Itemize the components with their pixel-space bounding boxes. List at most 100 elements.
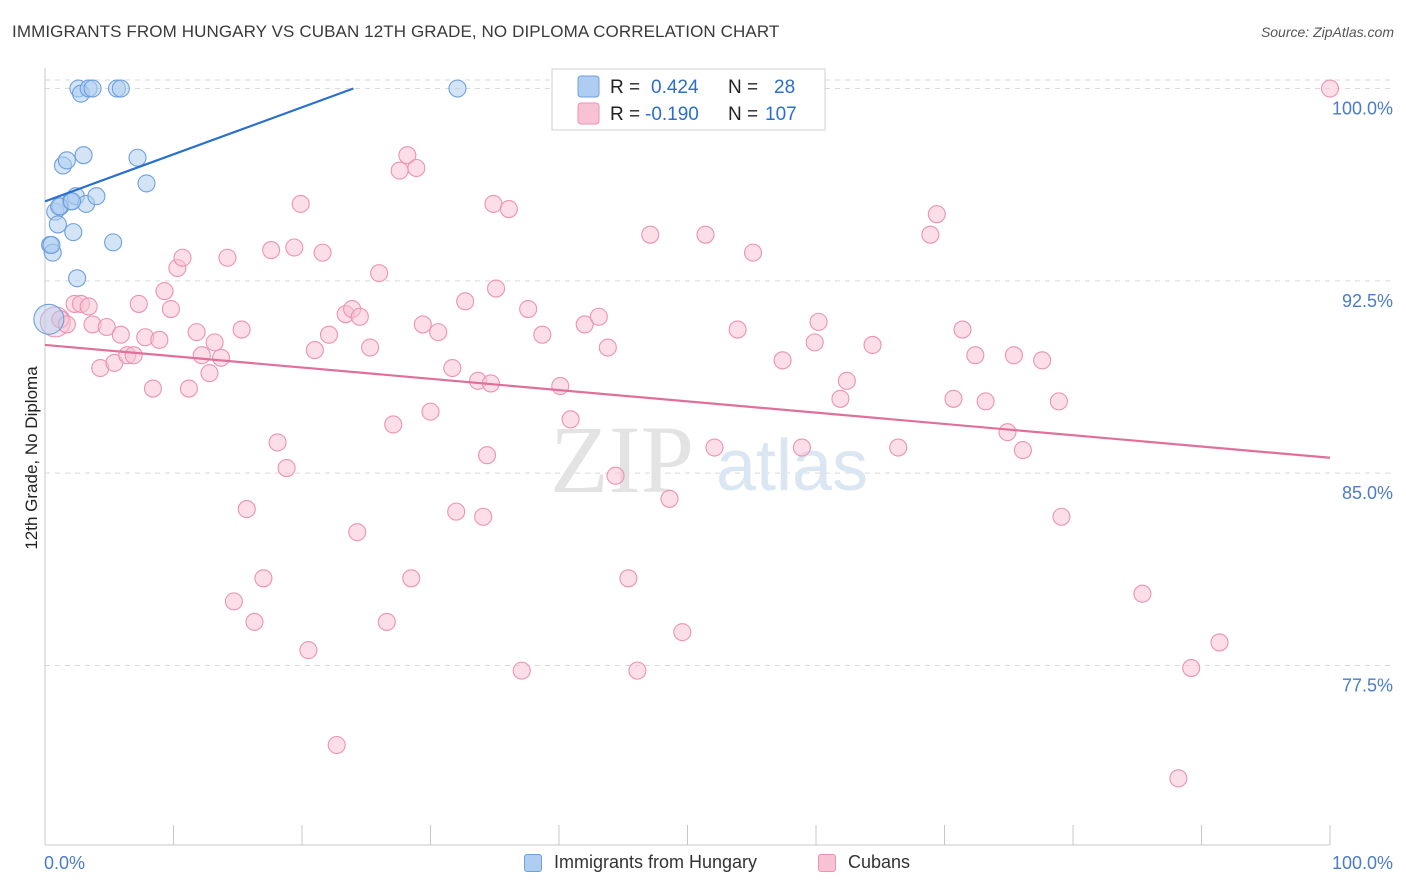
data-point-cubans: [447, 502, 466, 521]
data-point-cubans: [660, 489, 679, 508]
data-point-cubans: [111, 325, 130, 344]
data-point-cubans: [200, 364, 219, 383]
data-point-cubans: [728, 320, 747, 339]
data-point-cubans: [606, 466, 625, 485]
legend-swatch-cubans: [577, 102, 600, 125]
data-point-cubans: [350, 307, 369, 326]
data-point-cubans: [486, 279, 506, 298]
data-point-cubans: [673, 623, 692, 642]
legend-n-label-2: N =: [728, 104, 758, 125]
data-point-cubans: [1210, 633, 1229, 652]
data-point-hungary: [104, 233, 123, 252]
data-point-cubans: [370, 264, 389, 283]
correlation-legend: R = 0.424 N = 28 R = -0.190 N = 107: [551, 68, 826, 131]
y-tick-label: 92.5%: [1342, 291, 1393, 311]
data-point-cubans: [1013, 441, 1032, 460]
data-point-cubans: [237, 500, 256, 519]
data-point-cubans: [443, 358, 462, 378]
data-point-cubans: [1004, 346, 1023, 365]
data-point-cubans: [299, 641, 318, 660]
data-point-cubans: [921, 225, 940, 244]
bottom-legend-label-cubans: Cubans: [848, 852, 911, 872]
data-point-hungary: [128, 148, 147, 167]
data-point-cubans: [429, 323, 448, 342]
data-point-cubans: [944, 389, 963, 408]
watermark-atlas: atlas: [716, 426, 868, 506]
data-point-hungary: [137, 174, 156, 193]
data-point-cubans: [313, 243, 332, 262]
legend-r-value-2: -0.190: [645, 104, 699, 125]
data-point-cubans: [57, 315, 76, 334]
data-point-cubans: [575, 315, 594, 334]
data-point-cubans: [143, 379, 162, 398]
data-point-cubans: [254, 569, 273, 588]
data-point-cubans: [173, 248, 192, 267]
data-point-hungary: [48, 215, 67, 234]
bottom-legend-swatch-cubans: [818, 853, 836, 872]
data-point-cubans: [129, 294, 148, 313]
data-point-cubans: [743, 243, 763, 262]
data-point-cubans: [192, 346, 211, 365]
legend-n-value-1: 28: [774, 77, 795, 98]
chart-title: IMMIGRANTS FROM HUNGARY VS CUBAN 12TH GR…: [12, 22, 780, 41]
data-point-cubans: [161, 299, 180, 319]
data-point-cubans: [268, 433, 287, 452]
data-point-cubans: [245, 612, 264, 631]
data-point-cubans: [348, 523, 367, 542]
data-point-cubans: [97, 317, 116, 337]
data-point-cubans: [792, 438, 811, 457]
data-point-cubans: [155, 282, 174, 301]
data-point-cubans: [619, 569, 638, 588]
data-point-cubans: [211, 348, 231, 367]
legend-n-value-2: 107: [765, 104, 797, 125]
data-point-cubans: [407, 158, 426, 178]
data-point-cubans: [402, 569, 421, 588]
data-point-cubans: [150, 330, 169, 349]
bottom-legend: Immigrants from Hungary Cubans: [0, 852, 1406, 878]
data-point-cubans: [809, 312, 828, 331]
legend-n-label-1: N =: [728, 77, 758, 98]
data-point-hungary: [111, 79, 130, 98]
data-point-cubans: [421, 402, 440, 421]
data-point-cubans: [291, 194, 310, 213]
x-tick-label: 0.0%: [44, 853, 85, 873]
data-point-cubans: [773, 351, 792, 370]
series-cubans: [39, 79, 1340, 788]
data-point-cubans: [390, 161, 409, 180]
legend-r-value-1: 0.424: [651, 77, 699, 98]
data-point-hungary: [83, 79, 102, 98]
data-point-cubans: [998, 423, 1017, 442]
data-point-cubans: [484, 194, 503, 213]
axes: [44, 68, 1331, 846]
trend-line-hungary: [44, 87, 354, 203]
data-point-cubans: [413, 315, 432, 334]
source-label: Source: ZipAtlas.com: [1260, 24, 1394, 40]
data-point-cubans: [927, 205, 946, 224]
data-point-hungary: [68, 269, 87, 288]
data-point-cubans: [398, 146, 417, 165]
trend-lines: [44, 87, 1331, 459]
data-point-cubans: [124, 346, 143, 365]
data-point-cubans: [1320, 79, 1340, 98]
data-point-hungary: [33, 303, 65, 335]
data-point-cubans: [187, 323, 206, 342]
bottom-legend-cubans: Cubans: [818, 852, 910, 873]
data-point-hungary: [42, 235, 61, 254]
data-point-hungary: [62, 192, 82, 211]
data-point-cubans: [474, 507, 493, 526]
x-tick-label: 100.0%: [1332, 853, 1393, 873]
data-point-cubans: [205, 333, 224, 352]
data-point-cubans: [277, 458, 296, 478]
data-point-cubans: [551, 376, 570, 396]
bottom-legend-hungary: Immigrants from Hungary: [524, 852, 757, 873]
bottom-legend-swatch-hungary: [524, 853, 542, 872]
data-point-hungary: [448, 79, 467, 98]
bottom-legend-label-hungary: Immigrants from Hungary: [554, 852, 758, 872]
trend-line-cubans: [44, 343, 1331, 459]
data-point-cubans: [696, 225, 715, 244]
y-tick-label: 85.0%: [1342, 483, 1393, 503]
data-point-cubans: [232, 320, 251, 339]
legend-r-label-2: R =: [610, 104, 640, 125]
data-point-cubans: [641, 225, 660, 244]
data-point-cubans: [361, 338, 380, 357]
